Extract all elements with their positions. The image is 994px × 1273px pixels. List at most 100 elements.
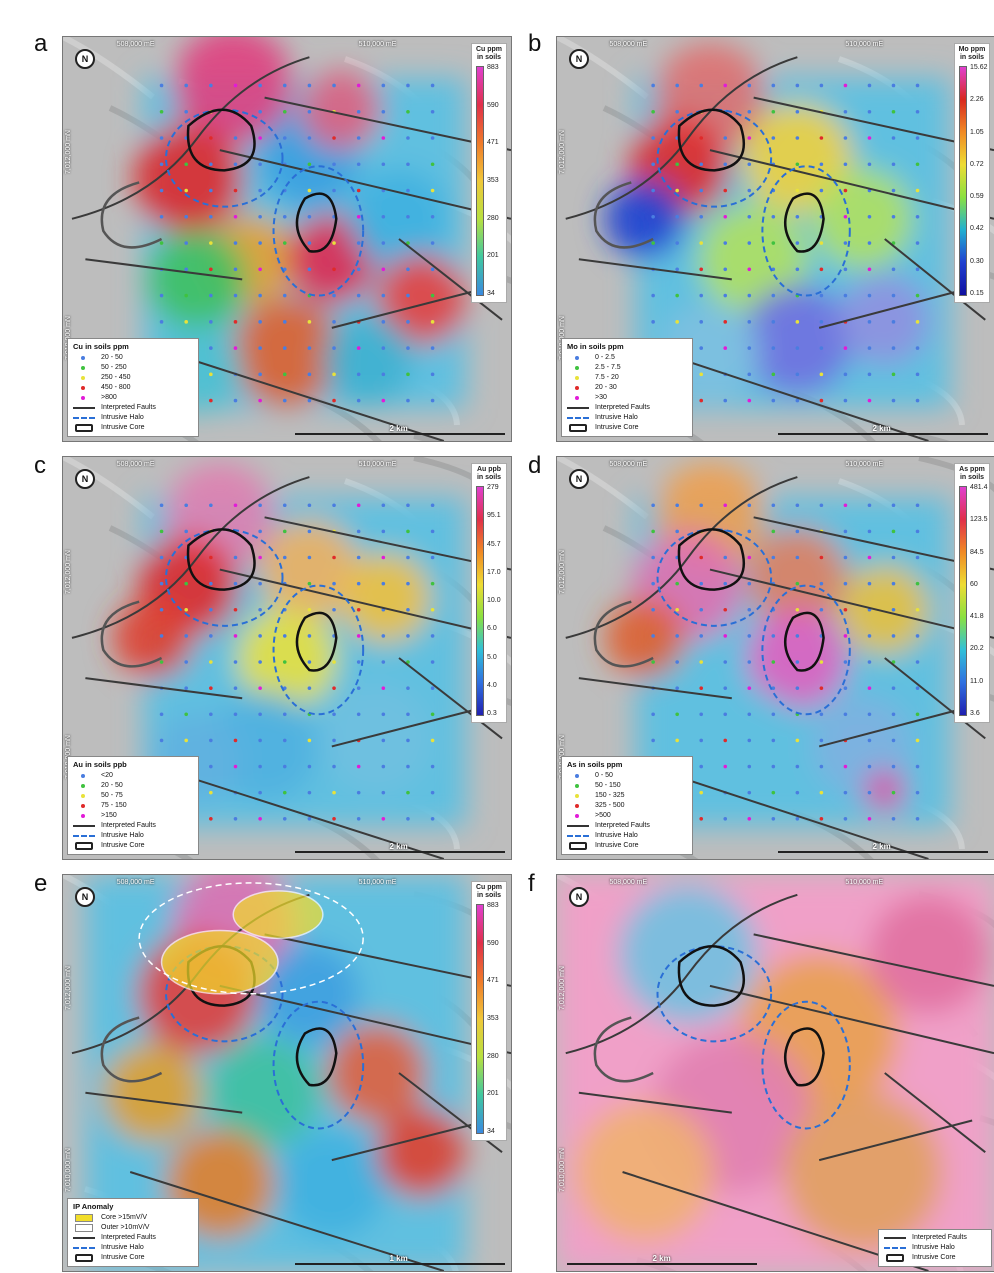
core-outline-icon <box>73 1254 95 1262</box>
legend-dot-icon <box>567 384 589 392</box>
fault-line-icon <box>884 1234 906 1242</box>
legend-label: 0 - 2.5 <box>595 354 615 361</box>
colorbar-tick: 0.72 <box>970 160 984 168</box>
colorbar: Cu ppm in soils 883 590 471 353 280 201 34 <box>471 43 507 303</box>
ip-swatch-icon <box>73 1224 95 1232</box>
legend-title: IP Anomaly <box>73 1202 114 1211</box>
colorbar-tick: 201 <box>487 1090 499 1098</box>
colorbar-tick: 280 <box>487 1052 499 1060</box>
legend-dot-icon <box>567 802 589 810</box>
northing-label: 7,010,000 mN <box>559 1147 566 1192</box>
legend-label: Interpreted Faults <box>595 404 650 411</box>
legend-entry: 450 - 800 <box>73 383 193 393</box>
colorbar-tick: 41.8 <box>970 613 984 621</box>
colorbar-tick: 2.26 <box>970 96 984 104</box>
scale-bar-line <box>295 433 505 435</box>
easting-label: 510,000 mE <box>845 879 884 886</box>
colorbar-tick: 60 <box>970 580 978 588</box>
northing-label: 7,012,000 mN <box>65 130 72 175</box>
legend-label: 50 - 75 <box>101 792 123 799</box>
legend-dot-icon <box>73 782 95 790</box>
legend-label: 20 - 50 <box>101 354 123 361</box>
northing-label: 7,012,000 mN <box>559 130 566 175</box>
map-panel-e: 508,000 mE 510,000 mE 7,012,000 mN 7,010,00… <box>62 874 512 1272</box>
map-canvas <box>557 457 994 859</box>
legend-dot-icon <box>73 394 95 402</box>
core-outline-icon <box>567 842 589 850</box>
colorbar-tick: 3.6 <box>970 710 980 717</box>
halo-line-icon <box>73 414 95 422</box>
scale-bar-line <box>295 851 505 853</box>
legend-entry: 50 - 150 <box>567 781 687 791</box>
north-arrow-icon: N <box>75 887 95 907</box>
legend-label: Interpreted Faults <box>101 1234 156 1241</box>
colorbar-tick: 353 <box>487 1015 499 1022</box>
colorbar: Cu ppm in soils 883 590 471 353 280 201 34 <box>471 881 507 1141</box>
fault-line-icon <box>73 404 95 412</box>
panel-letter-e: e <box>34 870 48 897</box>
colorbar-subtitle: in soils <box>959 54 985 61</box>
easting-label: 510,000 mE <box>358 461 397 468</box>
legend-entry: Intrusive Core <box>567 841 687 851</box>
colorbar-tick: 45.7 <box>487 540 501 548</box>
core-outline-icon <box>73 424 95 432</box>
colorbar-subtitle: in soils <box>959 474 985 481</box>
colorbar-subtitle: in soils <box>476 54 502 61</box>
legend-label: 75 - 150 <box>101 802 127 809</box>
colorbar-subtitle: in soils <box>476 892 502 899</box>
easting-label: 508,000 mE <box>116 461 155 468</box>
legend-dot-icon <box>567 394 589 402</box>
legend-label: Outer >10mV/V <box>101 1224 150 1231</box>
legend-label: 50 - 150 <box>595 782 621 789</box>
easting-label: 508,000 mE <box>609 41 648 48</box>
legend-label: 325 - 500 <box>595 802 625 809</box>
legend-entry: >30 <box>567 393 687 403</box>
legend-label: 150 - 325 <box>595 792 625 799</box>
legend-label: Interpreted Faults <box>912 1234 967 1241</box>
colorbar-tick: 353 <box>487 177 499 184</box>
colorbar-tick: 34 <box>487 1128 495 1135</box>
legend-entry: Outer >10mV/V <box>73 1223 193 1233</box>
colorbar-tick: 17.0 <box>487 568 501 576</box>
legend-entry: 325 - 500 <box>567 801 687 811</box>
legend-entry: Interpreted Faults <box>73 821 193 831</box>
legend-dot-icon <box>73 792 95 800</box>
legend-entry: 20 - 50 <box>73 781 193 791</box>
legend-label: Intrusive Core <box>595 424 639 431</box>
legend-dot-icon <box>567 772 589 780</box>
colorbar-tick: 471 <box>487 977 499 985</box>
fault-line-icon <box>567 404 589 412</box>
colorbar-title: As ppm <box>959 466 985 473</box>
map-panel-f: 508,000 mE 510,000 mE 7,012,000 mN 7,010,00… <box>556 874 994 1272</box>
fault-line-icon <box>73 1234 95 1242</box>
colorbar-tick: 201 <box>487 252 499 260</box>
scale-bar: 2 km <box>295 424 505 435</box>
colorbar-tick: 1.05 <box>970 128 984 136</box>
legend-title: Mo in soils ppm <box>567 342 624 351</box>
colorbar-tick: 590 <box>487 101 499 109</box>
legend-entry: >800 <box>73 393 193 403</box>
legend-entry: Interpreted Faults <box>567 403 687 413</box>
scale-bar-label: 2 km <box>389 424 408 433</box>
colorbar: As ppm in soils 481.4 123.5 84.5 60 41.8 20.2 11… <box>954 463 990 723</box>
colorbar-tick: 20.2 <box>970 645 984 653</box>
legend-label: 7.5 - 20 <box>595 374 619 381</box>
colorbar-tick: 883 <box>487 64 499 71</box>
northing-label: 7,012,000 mN <box>65 549 72 594</box>
scale-bar: 2 km <box>778 842 988 853</box>
legend-label: >30 <box>595 394 607 401</box>
colorbar-tick: 883 <box>487 902 499 909</box>
panel-letter-a: a <box>34 30 48 57</box>
scale-bar-label: 2 km <box>872 424 891 433</box>
scale-bar: 2 km <box>295 842 505 853</box>
colorbar-tick: 590 <box>487 939 499 947</box>
legend-entry: 50 - 75 <box>73 791 193 801</box>
scale-bar-label: 2 km <box>652 1254 671 1263</box>
map-legend: Cu in soils ppm 20 - 50 50 - 250 250 - 450 4… <box>67 338 199 437</box>
legend-label: Intrusive Halo <box>595 414 638 421</box>
colorbar-tick: 4.0 <box>487 681 497 689</box>
legend-dot-icon <box>567 374 589 382</box>
legend-entry: 0 - 50 <box>567 771 687 781</box>
panel-letter-c: c <box>34 452 46 479</box>
